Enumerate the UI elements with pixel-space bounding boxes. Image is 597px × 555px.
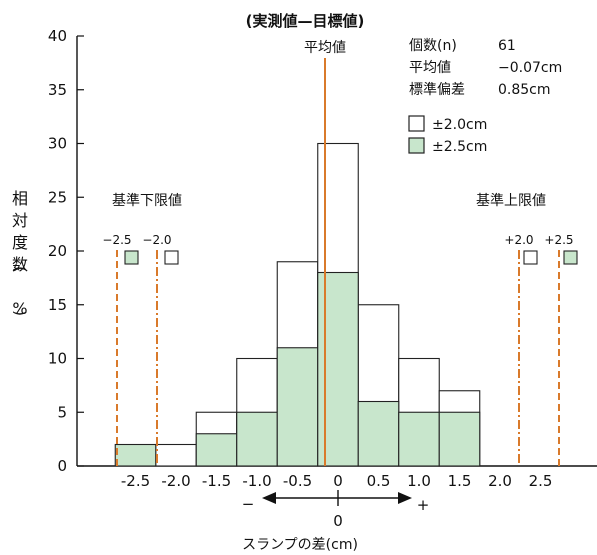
stat-label: 平均値: [409, 60, 451, 76]
legend-label-2-5: ±2.5cm: [432, 139, 487, 155]
x-tick-label: -1.0: [242, 472, 271, 490]
stat-label: 標準偏差: [409, 82, 465, 98]
bar-2-5: [317, 271, 359, 467]
limit-label: +2.0: [504, 233, 533, 247]
direction-indicator: − 0 +: [242, 490, 430, 530]
x-tick-label: -1.5: [202, 472, 231, 490]
limit-label: −2.0: [142, 233, 171, 247]
mean-line-group: 平均値: [304, 40, 346, 466]
legend-swatch-2-5: [408, 137, 425, 154]
legend-swatch-2-0: [408, 115, 425, 132]
y-tick-label: 20: [48, 242, 67, 260]
x-tick-labels: -2.5 -2.0 -1.5 -1.0 -0.5 0 0.5 1.0 1.5 2.0 2.5: [121, 472, 553, 490]
x-tick-label: -2.0: [161, 472, 190, 490]
limit-label: +2.5: [544, 233, 573, 247]
y-tick-label: 5: [57, 403, 67, 421]
stats-block: 個数(n) 61 平均値 −0.07cm 標準偏差 0.85cm: [409, 38, 562, 98]
x-tick-label: 1.5: [448, 472, 472, 490]
x-tick-label: 2.0: [488, 472, 512, 490]
limit-marker: [523, 250, 538, 265]
limit-lines: −2.5 −2.0 +2.0 +2.5: [102, 233, 578, 466]
y-label-char: 対: [12, 211, 28, 230]
stat-value: −0.07cm: [498, 60, 562, 76]
stat-label: 個数(n): [409, 38, 457, 54]
direction-plus: +: [417, 496, 430, 514]
upper-limit-title: 基準上限値: [476, 192, 546, 209]
left-arrowhead-icon: [262, 492, 276, 504]
legend: ±2.0cm ±2.5cm: [408, 115, 487, 155]
x-tick-label: -2.5: [121, 472, 150, 490]
direction-minus: −: [242, 495, 255, 513]
bar-2-5: [357, 400, 400, 467]
y-label-char: 度: [12, 233, 28, 252]
stat-value: 61: [498, 38, 516, 54]
y-label-char: 数: [12, 255, 28, 274]
x-tick-label: 0: [333, 472, 343, 490]
bar-2-5: [195, 433, 238, 467]
bar-2-5: [398, 411, 440, 467]
y-label-char: ): [11, 310, 29, 316]
mean-label: 平均値: [304, 40, 346, 56]
limit-marker: [124, 250, 139, 265]
right-arrowhead-icon: [398, 492, 412, 504]
y-tick-label: 35: [48, 81, 67, 99]
y-label-char: %: [12, 299, 27, 318]
bar-2-5: [438, 411, 481, 467]
y-tick-label: 0: [57, 457, 67, 475]
bar-2-5: [114, 443, 157, 467]
limit-marker: [563, 250, 578, 265]
x-axis-label: スランプの差(cm): [242, 537, 358, 553]
y-tick-label: 15: [48, 296, 67, 314]
y-tick-labels: 0 5 10 15 20 25 30 35 40: [48, 27, 67, 475]
lower-limit-title: 基準下限値: [112, 192, 182, 209]
x-tick-label: 2.5: [529, 472, 553, 490]
y-label-char: 相: [12, 189, 28, 208]
direction-zero: 0: [333, 512, 343, 530]
limit-marker: [164, 250, 179, 265]
bar-2-0: [155, 443, 197, 467]
x-tick-label: 1.0: [407, 472, 431, 490]
y-tick-label: 30: [48, 135, 67, 153]
y-tick-label: 25: [48, 188, 67, 206]
legend-label-2-0: ±2.0cm: [432, 117, 487, 133]
y-tick-label: 10: [48, 350, 67, 368]
bar-2-5: [276, 347, 319, 467]
limit-label: −2.5: [102, 233, 131, 247]
stat-value: 0.85cm: [498, 82, 551, 98]
x-tick-label: -0.5: [283, 472, 312, 490]
bar-2-5: [236, 411, 278, 467]
y-label-char: (: [11, 266, 29, 272]
chart-title: (実測値—目標値): [246, 12, 365, 30]
y-tick-label: 40: [48, 27, 67, 45]
x-tick-label: 0.5: [367, 472, 391, 490]
